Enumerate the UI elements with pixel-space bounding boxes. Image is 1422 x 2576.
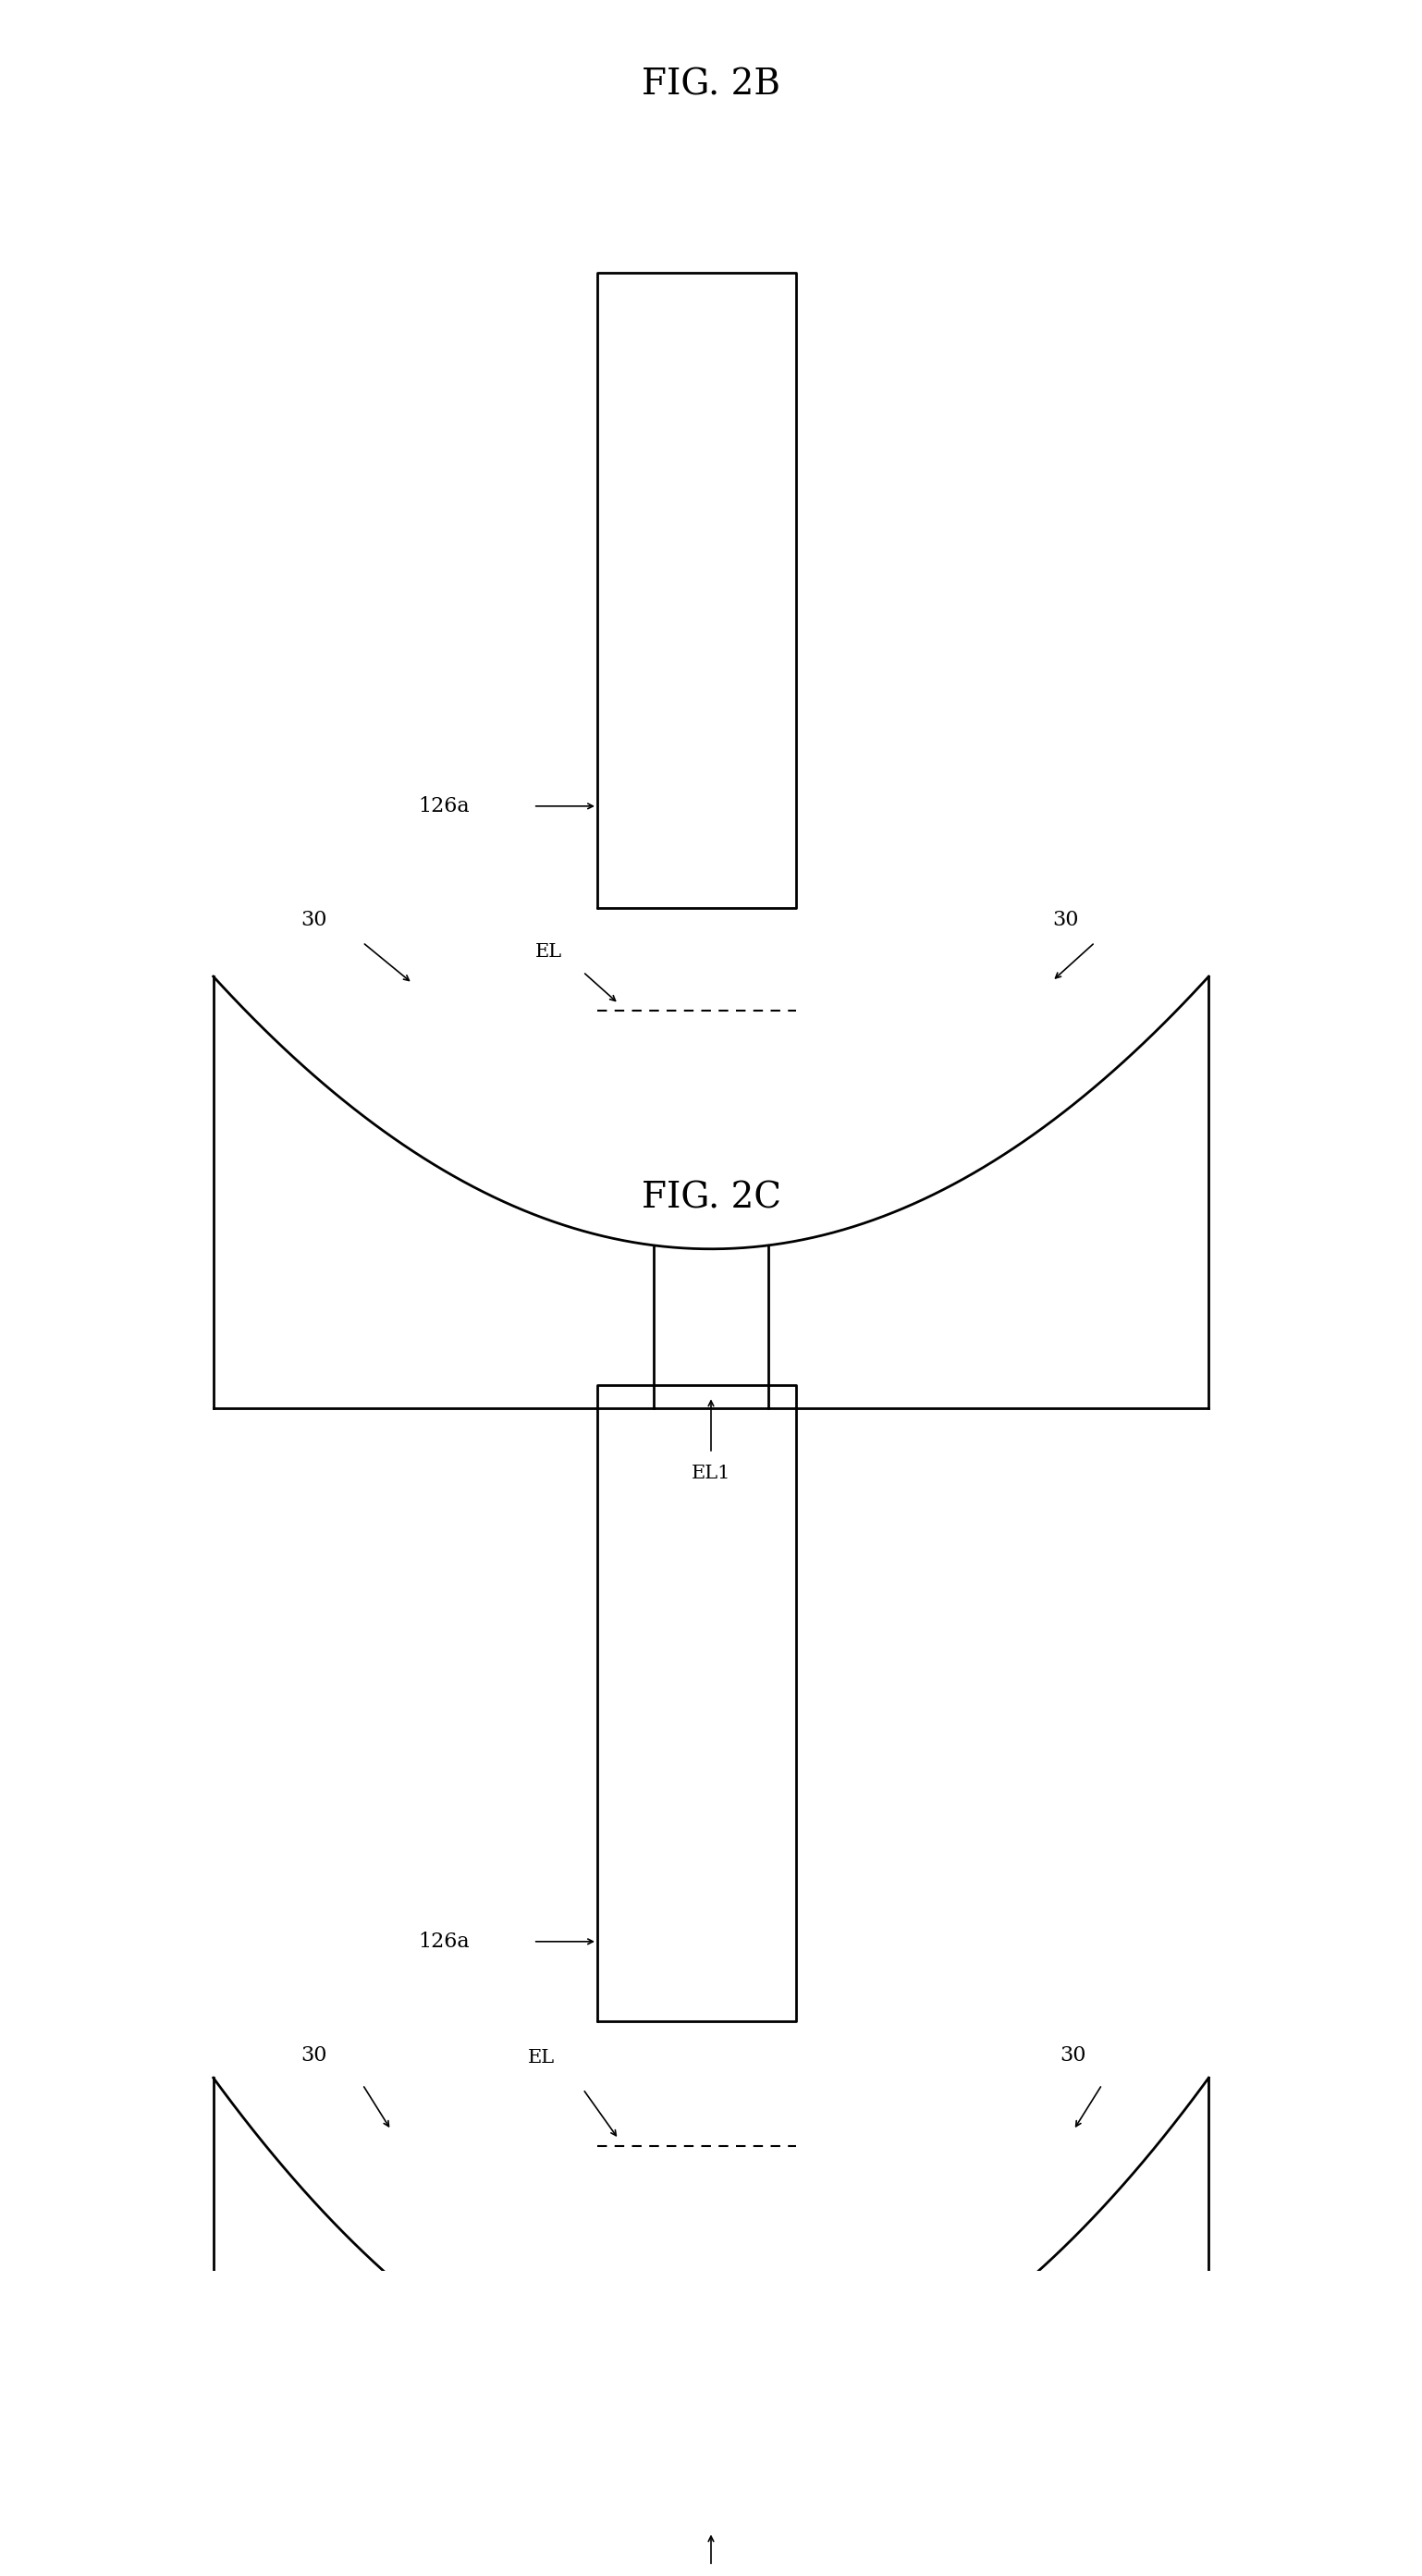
Text: EL: EL xyxy=(528,2048,555,2066)
Text: FIG. 2B: FIG. 2B xyxy=(641,67,781,103)
Text: 126a: 126a xyxy=(418,796,469,817)
Text: 30: 30 xyxy=(300,909,327,930)
Text: 30: 30 xyxy=(1059,2045,1086,2066)
Text: EL1: EL1 xyxy=(691,1466,731,1481)
Text: 126a: 126a xyxy=(418,1932,469,1953)
Text: 30: 30 xyxy=(300,2045,327,2066)
Text: 30: 30 xyxy=(1052,909,1079,930)
Text: EL: EL xyxy=(535,943,562,961)
Text: FIG. 2C: FIG. 2C xyxy=(641,1180,781,1216)
